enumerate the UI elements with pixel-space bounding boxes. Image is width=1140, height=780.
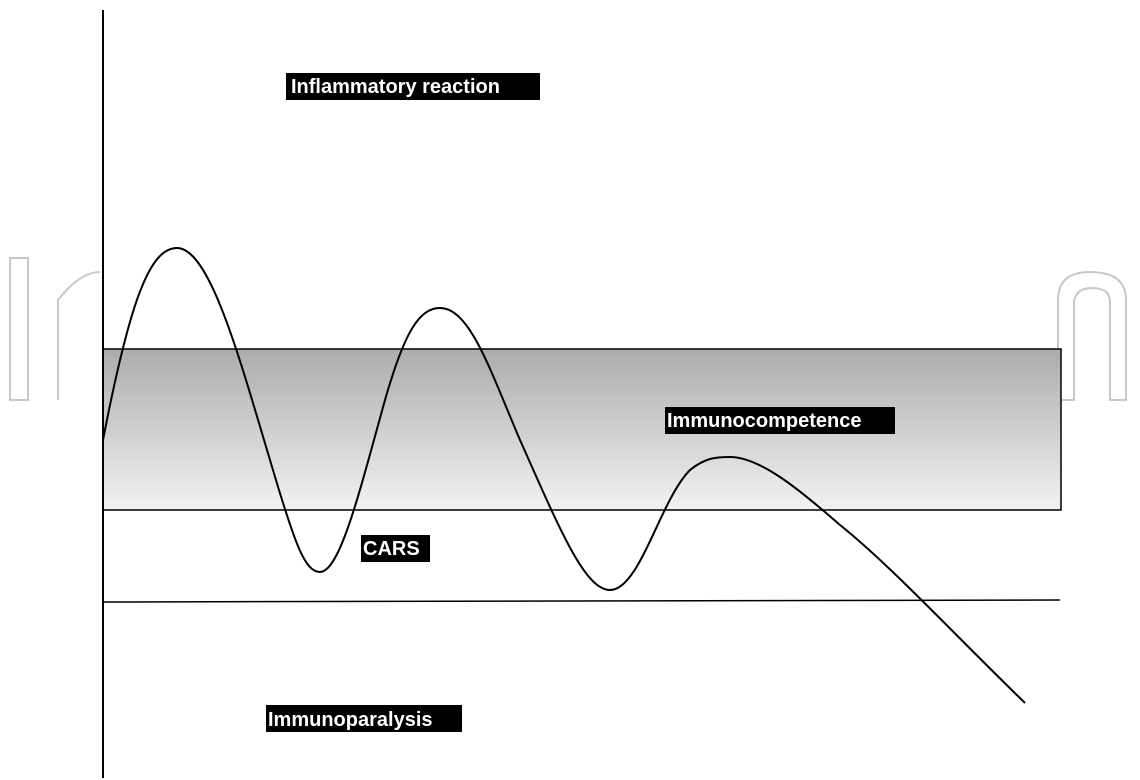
svg-text:CARS: CARS xyxy=(363,538,420,560)
svg-text:Immunoparalysis: Immunoparalysis xyxy=(268,709,433,731)
cars-label: CARS xyxy=(361,535,430,562)
immunocompetence-band xyxy=(102,348,1062,511)
immunoparalysis-label: Immunoparalysis xyxy=(266,705,462,732)
immunocompetence-label: Immunocompetence xyxy=(665,407,895,434)
inflammatory-reaction-label: Inflammatory reaction xyxy=(286,73,540,100)
response-curve xyxy=(102,246,1026,704)
svg-text:Inflammatory reaction: Inflammatory reaction xyxy=(291,76,500,98)
immunoparalysis-threshold-line xyxy=(102,599,1061,603)
svg-text:Immunocompetence: Immunocompetence xyxy=(667,410,861,432)
watermark xyxy=(9,257,1127,401)
